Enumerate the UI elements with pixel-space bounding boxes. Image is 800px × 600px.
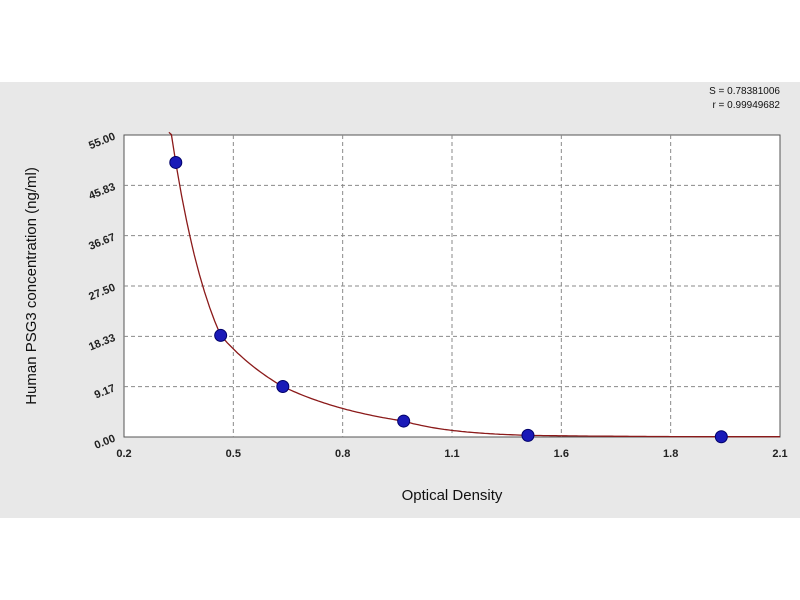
chart: 0.00 9.17 18.33 27.50 36.67 45.83 55.00 0.2 0.5… [23, 86, 788, 504]
x-tick-label: 1.1 [444, 448, 459, 460]
stat-r-value: r = 0.99949682 [712, 100, 780, 111]
y-axis-ticks: 0.00 9.17 18.33 27.50 36.67 45.83 55.00 [87, 131, 117, 452]
x-tick-label: 0.8 [335, 448, 350, 460]
stat-s-value: S = 0.78381006 [709, 86, 780, 97]
y-axis-title: Human PSG3 concentration (ng/ml) [23, 167, 40, 405]
x-tick-label: 0.2 [116, 448, 131, 460]
y-tick-label: 55.00 [87, 131, 117, 152]
x-tick-label: 1.6 [554, 448, 569, 460]
fit-curve [168, 131, 780, 438]
data-points [169, 155, 728, 444]
y-tick-label: 27.50 [87, 282, 117, 303]
x-tick-label: 0.5 [226, 448, 241, 460]
data-point [521, 428, 535, 442]
x-axis-ticks: 0.2 0.5 0.8 1.1 1.6 1.8 2.1 [116, 448, 787, 460]
x-axis-title: Optical Density [402, 487, 503, 504]
y-tick-label: 9.17 [93, 382, 117, 401]
y-tick-label: 36.67 [87, 231, 117, 252]
grid [124, 135, 780, 437]
data-point [214, 328, 228, 342]
chart-frame: 0.00 9.17 18.33 27.50 36.67 45.83 55.00 0.2 0.5… [0, 82, 800, 518]
data-point [169, 155, 183, 169]
data-point [714, 430, 728, 444]
y-tick-label: 45.83 [87, 181, 117, 202]
data-point [397, 414, 411, 428]
y-tick-label: 0.00 [93, 433, 117, 452]
x-tick-label: 2.1 [772, 448, 787, 460]
y-tick-label: 18.33 [87, 332, 117, 353]
x-tick-label: 1.8 [663, 448, 678, 460]
data-point [276, 379, 290, 393]
